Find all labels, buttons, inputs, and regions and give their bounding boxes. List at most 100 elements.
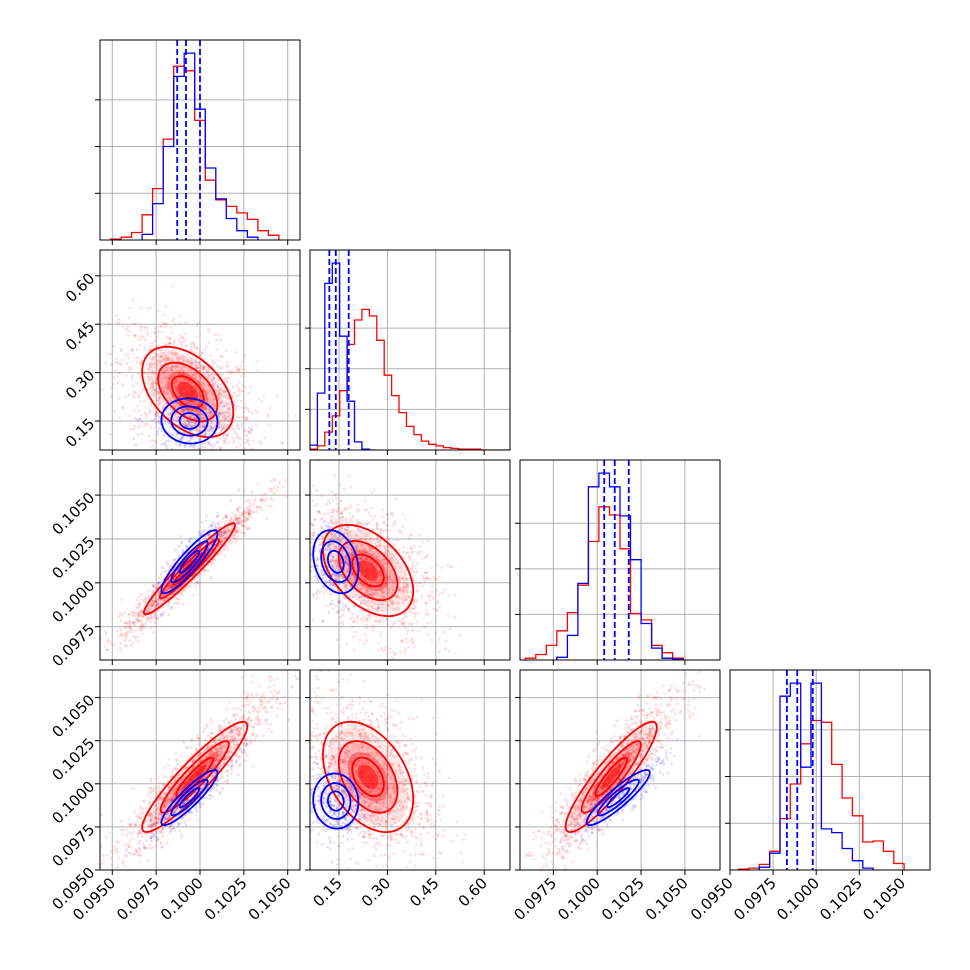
scatter-point [345, 546, 349, 550]
scatter-point [242, 410, 245, 414]
scatter-point [234, 516, 238, 520]
scatter-point [351, 541, 355, 545]
scatter-point [204, 536, 208, 539]
scatter-point [112, 344, 115, 348]
scatter-point [156, 309, 160, 313]
scatter-point [333, 574, 337, 577]
scatter-point [188, 409, 192, 413]
scatter-point [225, 425, 229, 429]
scatter-point [166, 387, 170, 391]
scatter-point [390, 601, 394, 605]
scatter-point [362, 577, 365, 581]
scatter-point [153, 606, 157, 610]
scatter-point [394, 652, 397, 655]
scatter-point [150, 444, 154, 448]
scatter-point [448, 565, 452, 569]
scatter-point [381, 558, 385, 561]
scatter-point [391, 559, 395, 562]
scatter-point [328, 543, 332, 547]
scatter-point [343, 588, 347, 592]
scatter-point [400, 617, 404, 621]
scatter-point [210, 421, 213, 424]
scatter-point [219, 401, 222, 405]
scatter-point [364, 537, 368, 541]
contour-series-1-level-1 [170, 405, 209, 437]
scatter-point [404, 585, 408, 589]
scatter-point [335, 610, 339, 614]
scatter-point [127, 366, 131, 369]
scatter-point [246, 517, 249, 521]
scatter-point [197, 360, 201, 364]
scatter-point [175, 356, 179, 360]
scatter-point [182, 339, 185, 343]
scatter-point [226, 402, 230, 406]
scatter-point [397, 596, 401, 600]
scatter-point [240, 424, 244, 428]
scatter-point [170, 585, 173, 589]
scatter-point [160, 355, 164, 359]
scatter-point [246, 506, 250, 509]
scatter-point [208, 427, 212, 431]
scatter-point [344, 583, 348, 587]
scatter-point [377, 606, 380, 610]
scatter-point [339, 615, 342, 619]
scatter-point [218, 392, 222, 395]
scatter-point [165, 335, 168, 339]
scatter-point [127, 612, 131, 616]
scatter-point [139, 627, 143, 630]
scatter-point [368, 546, 371, 550]
scatter-point [205, 568, 208, 572]
scatter-point [423, 625, 427, 629]
scatter-point [115, 357, 118, 361]
scatter-point [160, 348, 164, 351]
scatter-point [204, 390, 208, 393]
scatter-point [354, 547, 357, 551]
scatter-point [330, 573, 334, 576]
scatter-point [221, 531, 225, 535]
scatter-point [315, 556, 319, 560]
scatter-point [349, 506, 353, 509]
scatter-point [152, 601, 156, 605]
scatter-point [354, 533, 358, 537]
scatter-point [205, 391, 209, 395]
scatter-point [136, 606, 140, 610]
scatter-point [403, 584, 407, 588]
scatter-point [224, 513, 228, 517]
scatter-point [402, 586, 406, 590]
scatter-point [138, 602, 142, 606]
scatter-point [214, 558, 218, 562]
scatter-point [324, 524, 328, 527]
scatter-point [369, 539, 372, 543]
scatter-point [220, 535, 224, 539]
scatter-point [385, 618, 389, 622]
scatter-point [358, 556, 362, 560]
scatter-point [235, 516, 239, 520]
scatter-point [361, 620, 365, 624]
scatter-point [141, 623, 144, 627]
scatter-point [164, 343, 168, 347]
scatter-point [115, 375, 119, 378]
scatter-point [244, 516, 247, 519]
scatter-point [232, 534, 235, 538]
y-tick-label: 0.30 [62, 366, 98, 402]
scatter-point [256, 410, 259, 414]
scatter-point [207, 441, 211, 444]
scatter-point [248, 509, 252, 513]
scatter-point [197, 530, 201, 533]
scatter-point [219, 366, 222, 370]
scatter-point [374, 590, 377, 593]
scatter-point [144, 371, 148, 375]
scatter-point [374, 619, 378, 623]
scatter-point [157, 403, 161, 406]
scatter-point [225, 454, 228, 457]
scatter-point [193, 586, 197, 589]
scatter-point [161, 612, 165, 616]
scatter-point [350, 572, 354, 576]
scatter-point [207, 374, 211, 377]
scatter-point [312, 531, 315, 534]
scatter-point [330, 563, 333, 567]
scatter-point [189, 437, 193, 440]
scatter-point [402, 586, 406, 589]
scatter-point [412, 567, 416, 570]
scatter-point [181, 550, 184, 554]
